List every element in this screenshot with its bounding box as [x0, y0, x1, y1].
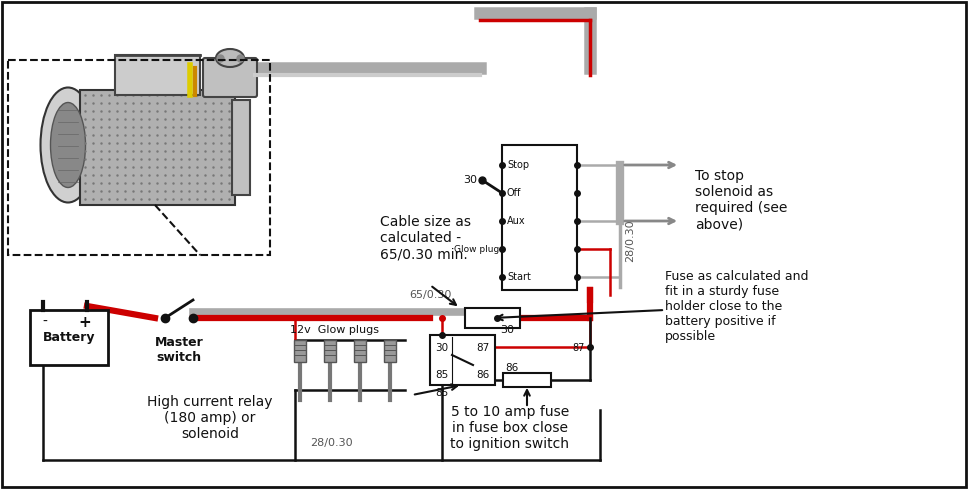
Text: 85: 85: [435, 370, 449, 380]
Text: 30: 30: [463, 175, 477, 185]
Text: Off: Off: [507, 188, 521, 198]
Text: 86: 86: [505, 363, 518, 373]
Text: 12v  Glow plugs: 12v Glow plugs: [290, 325, 379, 335]
Text: 86: 86: [477, 370, 490, 380]
FancyBboxPatch shape: [384, 340, 396, 362]
Text: Cable size as
calculated -
65/0.30 min.: Cable size as calculated - 65/0.30 min.: [380, 215, 471, 261]
Text: 30: 30: [500, 325, 514, 335]
Text: Start: Start: [507, 272, 531, 282]
FancyBboxPatch shape: [203, 58, 257, 97]
FancyBboxPatch shape: [465, 308, 520, 328]
Text: 87: 87: [477, 343, 490, 353]
Text: 85: 85: [435, 388, 449, 398]
Ellipse shape: [41, 88, 96, 202]
FancyBboxPatch shape: [354, 340, 366, 362]
FancyBboxPatch shape: [294, 340, 306, 362]
Text: Master
switch: Master switch: [155, 336, 203, 364]
Text: High current relay
(180 amp) or
solenoid: High current relay (180 amp) or solenoid: [147, 395, 272, 441]
Text: 30: 30: [435, 343, 448, 353]
Text: -: -: [43, 315, 47, 329]
FancyBboxPatch shape: [324, 340, 336, 362]
Text: Stop: Stop: [507, 160, 529, 170]
Text: Battery: Battery: [43, 331, 95, 344]
Ellipse shape: [50, 102, 85, 188]
FancyBboxPatch shape: [115, 55, 200, 95]
Text: Glow plug: Glow plug: [453, 245, 499, 253]
Ellipse shape: [216, 49, 244, 67]
Text: To stop
solenoid as
required (see
above): To stop solenoid as required (see above): [695, 169, 788, 231]
FancyBboxPatch shape: [502, 145, 577, 290]
Text: Aux: Aux: [507, 216, 525, 226]
FancyBboxPatch shape: [430, 335, 495, 385]
Text: 87: 87: [573, 343, 585, 353]
Text: 5 to 10 amp fuse
in fuse box close
to ignition switch: 5 to 10 amp fuse in fuse box close to ig…: [451, 405, 570, 451]
FancyBboxPatch shape: [30, 310, 108, 365]
FancyBboxPatch shape: [503, 373, 551, 387]
FancyBboxPatch shape: [80, 90, 235, 205]
FancyBboxPatch shape: [232, 100, 250, 195]
Text: 28/0.30: 28/0.30: [310, 438, 353, 448]
Text: 65/0.30: 65/0.30: [409, 290, 452, 300]
Text: 28/0.30: 28/0.30: [625, 220, 635, 262]
Text: Fuse as calculated and
fit in a sturdy fuse
holder close to the
battery positive: Fuse as calculated and fit in a sturdy f…: [665, 270, 808, 343]
Text: +: +: [78, 315, 91, 330]
